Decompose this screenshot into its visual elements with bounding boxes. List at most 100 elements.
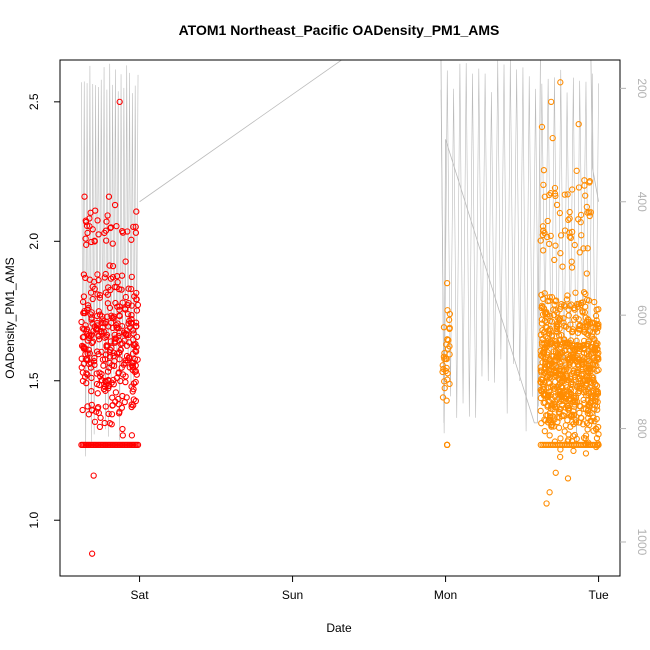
data-point xyxy=(573,167,580,174)
data-point xyxy=(104,342,111,349)
data-point xyxy=(537,407,544,415)
data-point xyxy=(540,167,548,174)
data-point xyxy=(446,324,453,332)
data-point xyxy=(80,309,87,317)
data-point xyxy=(556,414,563,421)
x-tick-label: Sun xyxy=(282,588,303,602)
data-point xyxy=(124,228,131,235)
data-point xyxy=(555,424,563,431)
y-tick-label: 1.0 xyxy=(27,512,41,529)
data-point xyxy=(95,404,102,411)
data-point xyxy=(557,232,565,239)
data-point xyxy=(128,273,135,281)
data-point xyxy=(106,420,114,427)
data-point xyxy=(575,184,583,191)
data-point xyxy=(99,356,107,363)
data-point xyxy=(444,376,451,383)
data-point xyxy=(582,365,590,372)
data-point xyxy=(561,377,568,384)
data-point xyxy=(572,376,579,383)
data-point xyxy=(128,285,135,293)
data-point xyxy=(109,262,117,270)
data-point xyxy=(126,324,133,331)
data-point xyxy=(122,378,129,386)
data-point xyxy=(79,377,87,385)
data-point xyxy=(133,296,140,303)
data-point xyxy=(110,381,117,388)
data-point xyxy=(586,212,593,220)
data-point xyxy=(105,410,112,418)
data-point xyxy=(130,386,137,393)
data-point xyxy=(552,242,559,249)
data-point xyxy=(593,435,601,442)
data-point xyxy=(546,374,554,381)
data-point xyxy=(79,334,87,341)
data-point xyxy=(537,394,544,402)
data-point xyxy=(119,392,126,400)
data-point xyxy=(82,235,89,242)
data-point xyxy=(113,272,121,280)
data-point xyxy=(104,368,112,375)
data-point xyxy=(106,353,114,360)
data-point xyxy=(540,349,548,356)
x-tick-label: Sat xyxy=(131,588,150,602)
y2-tick-label: 400 xyxy=(635,192,649,212)
data-point xyxy=(567,234,575,242)
data-point xyxy=(538,375,545,383)
data-point xyxy=(580,370,587,377)
points-layer xyxy=(78,79,602,557)
data-point xyxy=(133,208,140,215)
altitude-trace-layer xyxy=(81,59,599,457)
data-point xyxy=(446,316,453,324)
data-point xyxy=(113,324,120,331)
data-point xyxy=(594,389,602,396)
altitude-profile-line xyxy=(440,60,599,445)
data-point xyxy=(132,348,140,355)
data-point xyxy=(560,336,567,343)
data-point xyxy=(439,368,446,376)
data-point xyxy=(554,314,561,321)
data-point xyxy=(83,241,90,248)
data-point xyxy=(564,387,571,394)
data-point xyxy=(128,432,136,439)
data-point xyxy=(556,209,564,217)
data-point xyxy=(133,307,141,314)
data-point xyxy=(540,227,547,234)
data-point xyxy=(444,336,451,343)
data-point xyxy=(575,121,582,128)
data-point xyxy=(571,431,578,439)
data-point xyxy=(541,193,548,200)
data-point xyxy=(86,350,93,357)
data-point xyxy=(569,381,576,388)
data-point xyxy=(545,362,552,369)
data-point xyxy=(118,404,126,411)
data-point xyxy=(547,371,554,378)
data-point xyxy=(445,337,452,344)
data-point xyxy=(84,229,91,237)
data-point xyxy=(88,316,95,323)
data-point xyxy=(586,328,594,335)
data-point xyxy=(547,232,554,239)
data-point xyxy=(441,349,448,357)
data-point xyxy=(109,273,117,281)
data-point xyxy=(580,328,588,336)
data-point xyxy=(130,330,137,337)
data-point xyxy=(82,274,89,282)
data-point xyxy=(94,291,101,298)
data-point xyxy=(557,336,564,343)
data-point xyxy=(551,184,559,192)
data-point xyxy=(540,399,547,407)
data-point xyxy=(88,339,96,347)
data-point xyxy=(83,326,91,333)
data-point xyxy=(579,309,586,316)
data-point xyxy=(594,423,602,431)
data-point xyxy=(91,285,98,293)
data-point xyxy=(564,292,571,299)
data-point xyxy=(80,271,88,278)
data-point xyxy=(544,297,552,305)
data-point xyxy=(592,381,599,389)
data-point xyxy=(107,286,114,294)
data-point xyxy=(557,79,564,86)
data-point xyxy=(576,375,583,382)
data-point xyxy=(119,432,126,439)
